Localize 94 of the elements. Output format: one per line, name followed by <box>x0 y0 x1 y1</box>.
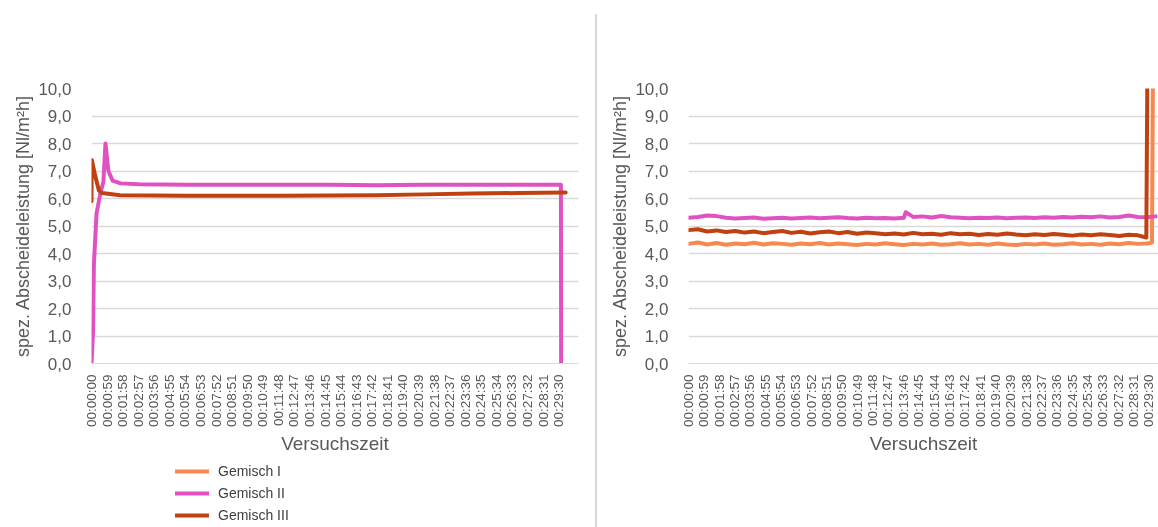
x-tick-label: 00:29:30 <box>551 374 567 428</box>
x-tick-label: 00:01:58 <box>711 374 727 428</box>
x-tick-label: 00:05:54 <box>773 374 789 428</box>
x-tick-label: 00:23:36 <box>457 374 473 428</box>
y-axis-title: spez. Abscheideleistung [Nl/m²h] <box>610 95 631 358</box>
y-tick-label: 9,0 <box>644 107 669 126</box>
x-tick-label: 00:14:45 <box>317 374 333 428</box>
x-tick-label: 00:25:34 <box>1079 374 1095 428</box>
x-tick-label: 00:28:31 <box>535 374 551 428</box>
y-tick-label: 2,0 <box>47 299 72 319</box>
y-tick-label: 4,0 <box>644 244 669 264</box>
x-tick-label: 00:17:42 <box>957 374 973 428</box>
x-tick-label: 00:28:31 <box>1125 374 1141 428</box>
x-tick-label: 00:25:34 <box>488 374 504 428</box>
x-tick-label: 00:14:45 <box>911 374 927 428</box>
x-tick-label: 00:11:48 <box>270 374 286 427</box>
legend-label: Gemisch III <box>218 506 289 525</box>
x-tick-label: 00:27:32 <box>520 374 536 428</box>
x-tick-label: 00:19:40 <box>395 374 411 428</box>
y-tick-label: 5,0 <box>47 217 72 236</box>
x-tick-label: 00:06:53 <box>788 374 804 428</box>
y-tick-label: 1,0 <box>47 327 72 346</box>
x-tick-label: 00:19:40 <box>987 374 1003 428</box>
line-series <box>91 141 564 364</box>
y-tick-label: 7,0 <box>47 162 72 181</box>
x-tick-label: 00:23:36 <box>1049 374 1065 428</box>
x-tick-label: 00:10:49 <box>849 374 865 428</box>
x-tick-label: 00:17:42 <box>364 374 380 428</box>
y-tick-label: 7,0 <box>644 162 669 181</box>
x-tick-label: 00:24:35 <box>1064 374 1080 428</box>
x-tick-label: 00:12:47 <box>880 374 896 428</box>
y-tick-label: 3,0 <box>644 272 669 291</box>
x-tick-label: 00:29:30 <box>1141 374 1157 428</box>
x-tick-label: 00:13:46 <box>895 374 911 428</box>
x-tick-label: 00:04:55 <box>161 374 177 428</box>
x-tick-label: 00:20:39 <box>1003 374 1019 428</box>
x-tick-label: 00:03:56 <box>146 374 162 428</box>
x-tick-label: 00:15:44 <box>926 374 942 428</box>
y-tick-label: 1,0 <box>644 327 669 346</box>
x-tick-label: 00:08:51 <box>819 374 835 428</box>
x-tick-label: 00:00:00 <box>681 374 696 428</box>
x-tick-label: 00:24:35 <box>473 374 489 428</box>
x-tick-label: 00:05:54 <box>177 374 193 428</box>
y-tick-label: 2,0 <box>644 299 669 319</box>
x-tick-label: 00:22:37 <box>442 374 458 428</box>
x-tick-label: 00:00:59 <box>696 374 712 428</box>
x-tick-label: 00:02:57 <box>727 374 743 428</box>
x-tick-label: 00:07:52 <box>208 374 224 428</box>
x-tick-label: 00:21:38 <box>426 374 442 428</box>
y-tick-label: 0,0 <box>644 354 669 374</box>
y-tick-label: 5,0 <box>644 217 669 236</box>
x-tick-label: 00:02:57 <box>130 374 146 428</box>
x-tick-label: 00:12:47 <box>286 374 302 428</box>
x-tick-label: 00:21:38 <box>1018 374 1034 428</box>
x-tick-label: 00:01:58 <box>115 374 131 428</box>
x-tick-label: 00:11:48 <box>865 374 881 427</box>
y-tick-label: 8,0 <box>644 134 669 154</box>
x-tick-label: 00:27:32 <box>1110 374 1126 428</box>
x-tick-label: 00:13:46 <box>302 374 318 428</box>
x-tick-label: 00:00:59 <box>99 374 115 428</box>
y-tick-label: 3,0 <box>47 272 72 291</box>
x-tick-label: 00:06:53 <box>193 374 209 428</box>
x-tick-label: 00:10:49 <box>255 374 271 428</box>
x-tick-label: 00:22:37 <box>1033 374 1049 428</box>
x-tick-label: 00:16:43 <box>348 374 364 428</box>
y-tick-label: 10,0 <box>38 79 72 99</box>
x-tick-label: 00:18:41 <box>972 374 988 428</box>
y-tick-label: 8,0 <box>47 134 72 154</box>
x-tick-label: 00:04:55 <box>757 374 773 428</box>
y-tick-label: 0,0 <box>47 354 72 374</box>
x-axis-title: Versuchszeit <box>281 433 390 455</box>
line-series <box>91 158 568 204</box>
x-tick-label: 00:09:50 <box>239 374 255 428</box>
legend-label: Gemisch I <box>218 462 282 481</box>
x-tick-label: 00:03:56 <box>742 374 758 428</box>
y-tick-label: 4,0 <box>47 244 72 264</box>
line-series <box>688 210 1158 221</box>
y-axis-title: spez. Abscheideleistung [Nl/m²h] <box>13 95 34 358</box>
x-tick-label: 00:07:52 <box>803 374 819 428</box>
x-tick-label: 00:15:44 <box>333 374 349 428</box>
legend-label: Gemisch II <box>218 484 285 503</box>
y-tick-label: 6,0 <box>47 189 72 209</box>
x-tick-label: 00:20:39 <box>411 374 427 428</box>
y-tick-label: 9,0 <box>47 107 72 126</box>
y-tick-label: 6,0 <box>644 189 669 209</box>
x-tick-label: 00:08:51 <box>224 374 240 428</box>
x-axis-title: Versuchszeit <box>869 433 979 455</box>
x-tick-label: 00:18:41 <box>379 374 395 428</box>
x-tick-label: 00:26:33 <box>1095 374 1111 428</box>
x-tick-label: 00:09:50 <box>834 374 850 428</box>
x-tick-label: 00:16:43 <box>941 374 957 428</box>
x-tick-label: 00:00:00 <box>84 374 99 428</box>
x-tick-label: 00:26:33 <box>504 374 520 428</box>
y-tick-label: 10,0 <box>635 79 669 99</box>
